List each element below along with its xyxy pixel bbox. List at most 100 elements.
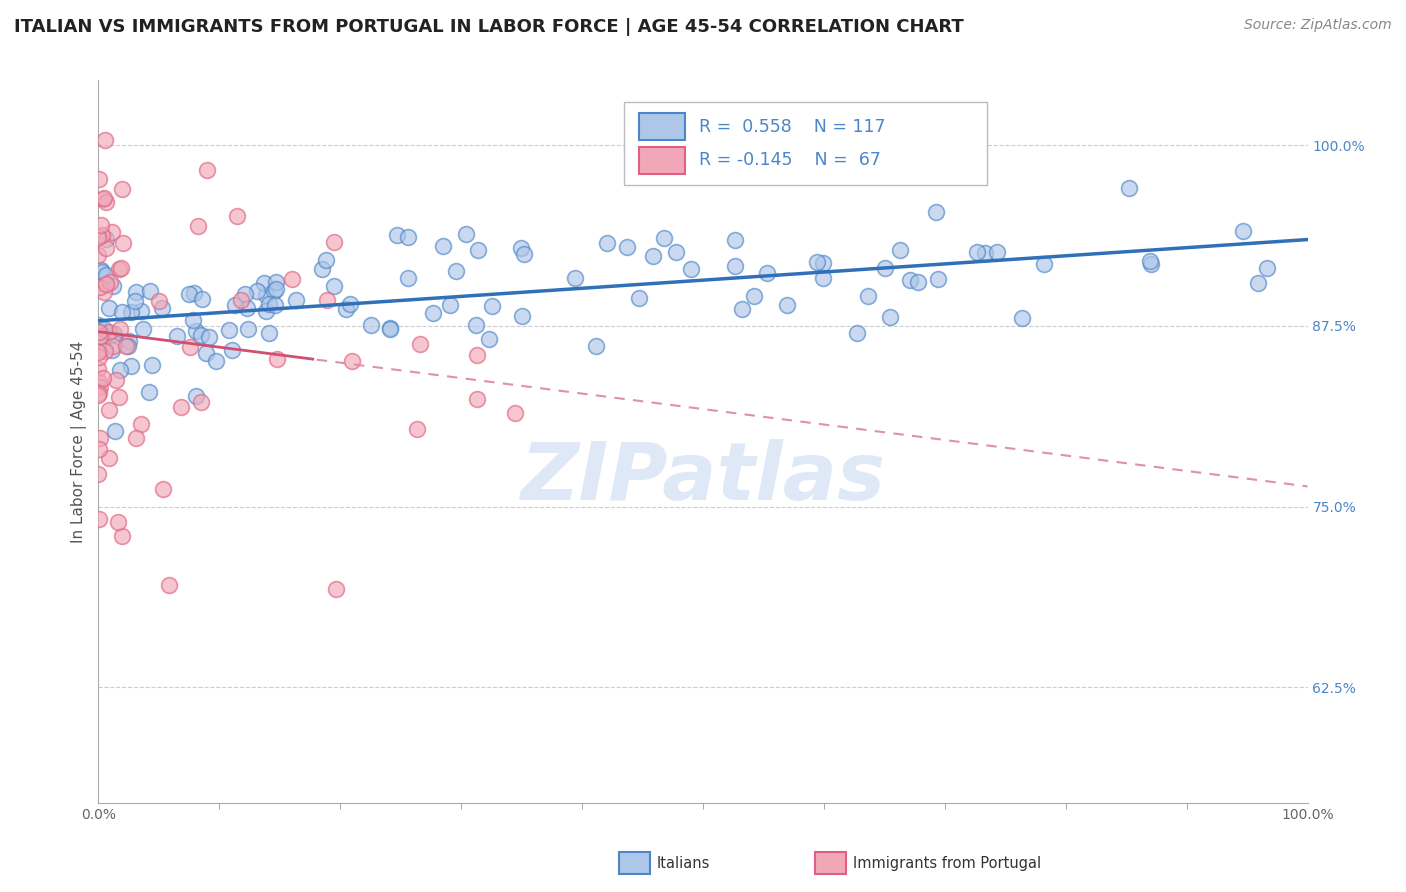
- Point: [91, 370, 114, 384]
- Point: [108, 363, 131, 377]
- Point: [564, 270, 586, 285]
- Point: [91, 192, 114, 206]
- Point: [254, 303, 277, 318]
- Point: [233, 286, 256, 301]
- FancyBboxPatch shape: [638, 112, 685, 140]
- Point: [281, 272, 304, 286]
- Point: [152, 482, 174, 496]
- Point: [467, 243, 489, 257]
- Text: ITALIAN VS IMMIGRANTS FROM PORTUGAL IN LABOR FORCE | AGE 45-54 CORRELATION CHART: ITALIAN VS IMMIGRANTS FROM PORTUGAL IN L…: [14, 18, 963, 36]
- Point: [103, 327, 125, 342]
- Point: [406, 422, 429, 436]
- Point: [96, 277, 118, 291]
- Point: [183, 286, 205, 301]
- Point: [98, 275, 121, 289]
- Point: [1139, 253, 1161, 268]
- Point: [190, 395, 212, 409]
- Point: [229, 293, 252, 308]
- Point: [118, 334, 141, 348]
- Point: [654, 231, 676, 245]
- Point: [93, 285, 115, 299]
- Point: [89, 171, 111, 186]
- Point: [111, 182, 134, 196]
- Point: [340, 354, 363, 368]
- Point: [108, 391, 131, 405]
- Point: [132, 322, 155, 336]
- Point: [900, 273, 922, 287]
- Point: [187, 219, 209, 233]
- Point: [120, 359, 142, 373]
- Point: [103, 339, 125, 353]
- Point: [323, 235, 346, 249]
- Point: [316, 293, 339, 308]
- Point: [87, 230, 110, 244]
- Point: [100, 225, 122, 239]
- Point: [89, 442, 111, 456]
- Point: [124, 294, 146, 309]
- Point: [91, 227, 114, 242]
- Point: [925, 205, 948, 219]
- Point: [806, 255, 828, 269]
- Text: Source: ZipAtlas.com: Source: ZipAtlas.com: [1244, 18, 1392, 32]
- Point: [101, 278, 124, 293]
- Point: [87, 345, 110, 359]
- Point: [422, 306, 444, 320]
- Text: ZIPatlas: ZIPatlas: [520, 439, 886, 516]
- Point: [396, 270, 419, 285]
- Point: [90, 262, 112, 277]
- Point: [93, 322, 115, 336]
- Point: [186, 324, 208, 338]
- Point: [91, 328, 114, 343]
- Point: [87, 385, 110, 400]
- Point: [226, 209, 249, 223]
- Point: [89, 380, 111, 394]
- Point: [360, 318, 382, 332]
- Point: [285, 293, 308, 307]
- Point: [464, 318, 486, 333]
- Point: [879, 310, 901, 324]
- Point: [138, 384, 160, 399]
- Point: [1033, 257, 1056, 271]
- Point: [87, 512, 110, 526]
- Point: [744, 289, 766, 303]
- Point: [87, 375, 110, 389]
- Point: [432, 239, 454, 253]
- Point: [110, 261, 132, 276]
- Point: [378, 320, 401, 334]
- Point: [873, 260, 896, 275]
- Point: [724, 259, 747, 273]
- Point: [94, 195, 117, 210]
- Point: [246, 284, 269, 298]
- Point: [94, 232, 117, 246]
- Point: [224, 298, 246, 312]
- Point: [205, 354, 228, 368]
- Point: [117, 339, 139, 353]
- Point: [89, 431, 111, 445]
- Point: [1118, 181, 1140, 195]
- Point: [238, 322, 260, 336]
- Point: [986, 245, 1008, 260]
- Point: [131, 417, 153, 431]
- Point: [111, 304, 134, 318]
- Y-axis label: In Labor Force | Age 45-54: In Labor Force | Age 45-54: [72, 341, 87, 542]
- Point: [467, 392, 489, 406]
- Point: [456, 227, 478, 242]
- Point: [627, 291, 650, 305]
- Point: [87, 318, 110, 332]
- Point: [845, 326, 868, 341]
- Point: [125, 431, 148, 445]
- Point: [264, 282, 287, 296]
- FancyBboxPatch shape: [624, 102, 987, 185]
- Point: [169, 401, 191, 415]
- Text: Immigrants from Portugal: Immigrants from Portugal: [853, 856, 1042, 871]
- Point: [138, 284, 160, 298]
- Point: [190, 328, 212, 343]
- Point: [111, 235, 134, 250]
- Point: [94, 241, 117, 255]
- Point: [94, 133, 117, 147]
- Point: [93, 191, 115, 205]
- Point: [221, 343, 243, 358]
- Point: [811, 271, 834, 285]
- Point: [811, 256, 834, 270]
- Point: [889, 244, 911, 258]
